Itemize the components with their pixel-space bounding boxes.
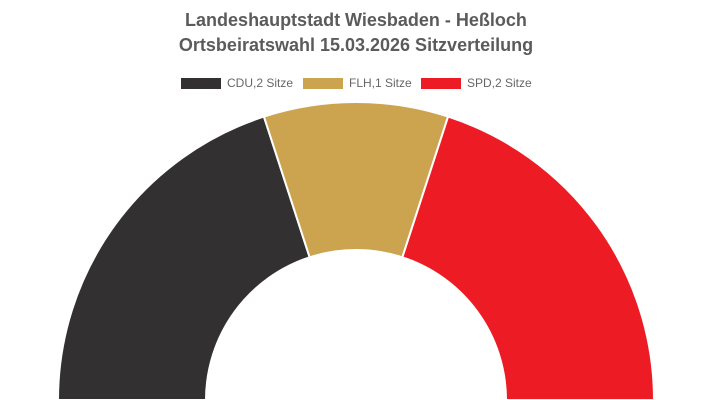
chart-title-line-1: Landeshauptstadt Wiesbaden - Heßloch: [185, 10, 527, 30]
legend-swatch-cdu: [181, 77, 221, 89]
legend: CDU,2 Sitze FLH,1 Sitze SPD,2 Sitze: [0, 75, 712, 91]
legend-item-flh[interactable]: FLH,1 Sitze: [303, 75, 412, 91]
legend-swatch-flh: [303, 77, 343, 89]
slice-cdu[interactable]: [56, 115, 311, 400]
legend-label-spd: SPD,2 Sitze: [467, 76, 532, 90]
chart-slices: [56, 101, 656, 400]
legend-label-flh: FLH,1 Sitze: [349, 76, 412, 90]
chart-title-line-2: Ortsbeiratswahl 15.03.2026 Sitzverteilun…: [178, 35, 534, 55]
legend-item-spd[interactable]: SPD,2 Sitze: [421, 75, 532, 91]
legend-item-cdu[interactable]: CDU,2 Sitze: [181, 75, 293, 91]
legend-label-cdu: CDU,2 Sitze: [227, 76, 294, 90]
legend-swatch-spd: [421, 77, 461, 89]
slice-spd[interactable]: [401, 115, 656, 400]
